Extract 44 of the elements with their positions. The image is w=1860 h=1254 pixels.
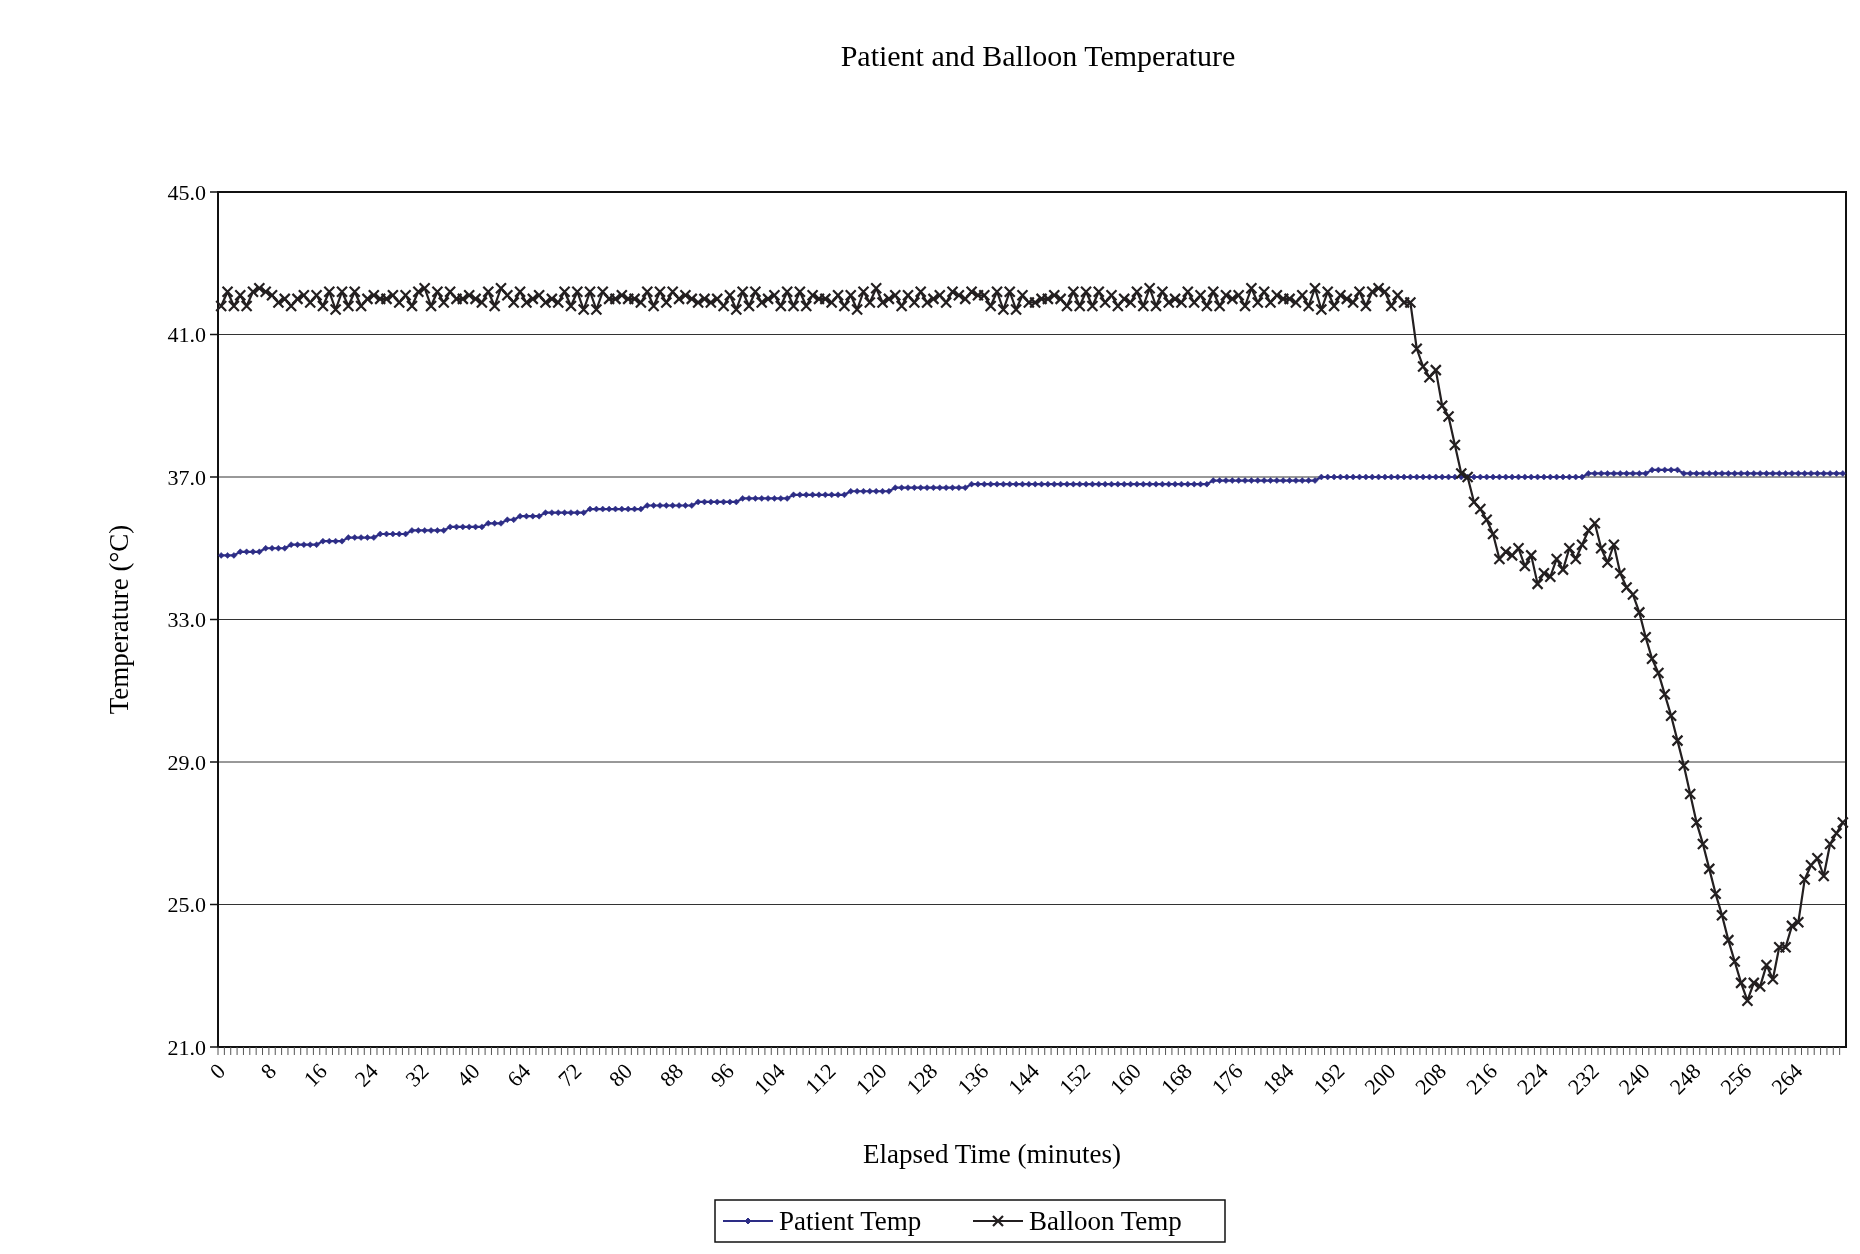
x-tick-label: 0 bbox=[204, 1058, 231, 1084]
x-axis-title: Elapsed Time (minutes) bbox=[863, 1139, 1121, 1169]
x-tick-label: 160 bbox=[1104, 1058, 1146, 1100]
x-tick-label: 208 bbox=[1410, 1058, 1452, 1100]
x-tick-label: 144 bbox=[1003, 1058, 1045, 1100]
x-tick-label: 72 bbox=[553, 1058, 587, 1092]
x-tick-label: 176 bbox=[1206, 1058, 1248, 1100]
x-tick-label: 24 bbox=[349, 1058, 383, 1092]
y-tick-label: 41.0 bbox=[167, 322, 206, 348]
x-tick-label: 152 bbox=[1054, 1058, 1096, 1100]
x-tick-label: 216 bbox=[1461, 1058, 1503, 1100]
x-tick-label: 184 bbox=[1257, 1058, 1299, 1100]
y-tick-label: 29.0 bbox=[167, 749, 206, 775]
x-tick-label: 104 bbox=[748, 1058, 790, 1100]
y-tick-label: 33.0 bbox=[167, 607, 206, 633]
y-axis-title: Temperature (°C) bbox=[104, 524, 134, 715]
y-tick-label: 45.0 bbox=[167, 179, 206, 205]
x-tick-label: 232 bbox=[1562, 1058, 1604, 1100]
x-tick-label: 112 bbox=[800, 1058, 841, 1099]
x-tick-label: 248 bbox=[1664, 1058, 1706, 1100]
x-tick-label: 192 bbox=[1308, 1058, 1350, 1100]
x-tick-label: 32 bbox=[400, 1058, 434, 1092]
y-tick-label: 25.0 bbox=[167, 892, 206, 918]
x-tick-label: 224 bbox=[1511, 1058, 1553, 1100]
x-tick-label: 120 bbox=[850, 1058, 892, 1100]
y-tick-label: 21.0 bbox=[167, 1034, 206, 1060]
x-tick-label: 80 bbox=[603, 1058, 638, 1092]
x-tick-label: 16 bbox=[298, 1058, 332, 1092]
x-tick-label: 8 bbox=[255, 1058, 282, 1084]
chart-title: Patient and Balloon Temperature bbox=[840, 39, 1236, 72]
legend-label: Balloon Temp bbox=[1029, 1206, 1182, 1237]
x-tick-label: 40 bbox=[451, 1058, 485, 1092]
x-tick-label: 88 bbox=[654, 1058, 689, 1092]
x-tick-label: 264 bbox=[1766, 1058, 1808, 1100]
x-tick-label: 136 bbox=[952, 1058, 994, 1100]
x-tick-label: 96 bbox=[705, 1058, 739, 1092]
legend-label: Patient Temp bbox=[779, 1206, 922, 1237]
y-tick-label: 37.0 bbox=[167, 464, 206, 490]
x-tick-label: 240 bbox=[1613, 1058, 1655, 1100]
x-tick-label: 256 bbox=[1715, 1058, 1757, 1100]
x-tick-label: 64 bbox=[502, 1058, 536, 1092]
x-tick-label: 168 bbox=[1155, 1058, 1197, 1100]
x-tick-label: 200 bbox=[1359, 1058, 1401, 1100]
x-tick-label: 128 bbox=[901, 1058, 943, 1100]
